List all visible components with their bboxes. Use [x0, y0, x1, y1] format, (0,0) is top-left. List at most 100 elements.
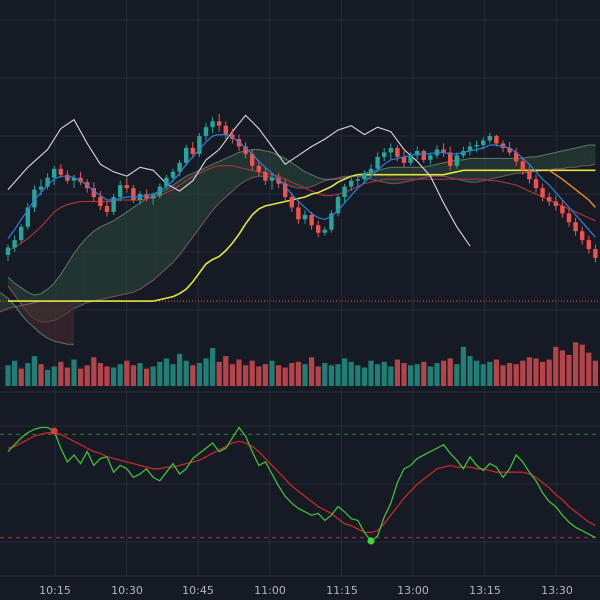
volume-bar[interactable]	[31, 356, 37, 386]
volume-bar[interactable]	[493, 359, 499, 386]
candle-body[interactable]	[250, 153, 255, 166]
volume-bar[interactable]	[12, 360, 18, 386]
candle-body[interactable]	[124, 185, 129, 189]
candle-body[interactable]	[118, 185, 123, 198]
candle-body[interactable]	[540, 188, 545, 198]
volume-bar[interactable]	[368, 360, 374, 386]
candle-body[interactable]	[395, 147, 400, 157]
volume-bar[interactable]	[177, 353, 183, 386]
volume-bar[interactable]	[566, 354, 572, 386]
candle-body[interactable]	[507, 147, 512, 153]
candle-body[interactable]	[38, 186, 44, 190]
volume-bar[interactable]	[520, 360, 526, 386]
candle-body[interactable]	[553, 201, 558, 206]
candle-body[interactable]	[111, 197, 116, 212]
volume-bar[interactable]	[487, 361, 493, 386]
volume-bar[interactable]	[18, 368, 24, 386]
volume-bar[interactable]	[295, 361, 301, 386]
candle-body[interactable]	[494, 136, 499, 144]
candle-body[interactable]	[32, 189, 37, 208]
candle-body[interactable]	[203, 127, 209, 137]
volume-bar[interactable]	[507, 363, 513, 386]
volume-bar[interactable]	[170, 364, 176, 386]
volume-bar[interactable]	[474, 360, 480, 386]
volume-bar[interactable]	[573, 342, 579, 386]
candle-body[interactable]	[500, 143, 506, 148]
candle-body[interactable]	[197, 136, 202, 154]
candle-body[interactable]	[514, 152, 519, 162]
candle-body[interactable]	[5, 247, 11, 255]
volume-bar[interactable]	[302, 364, 308, 386]
candle-body[interactable]	[309, 214, 314, 226]
candle-body[interactable]	[421, 150, 426, 160]
volume-bar[interactable]	[71, 359, 77, 386]
volume-bar[interactable]	[78, 368, 84, 386]
volume-bar[interactable]	[342, 358, 348, 386]
volume-bar[interactable]	[381, 361, 387, 386]
volume-bar[interactable]	[163, 358, 169, 386]
candle-body[interactable]	[461, 150, 466, 156]
candle-body[interactable]	[230, 134, 235, 140]
osc-high-marker[interactable]	[50, 427, 58, 435]
volume-bar[interactable]	[249, 360, 255, 386]
candle-body[interactable]	[52, 168, 57, 178]
volume-bar[interactable]	[64, 367, 70, 386]
candle-body[interactable]	[342, 186, 347, 198]
volume-bar[interactable]	[104, 366, 110, 386]
volume-bar[interactable]	[210, 348, 216, 386]
candle-body[interactable]	[65, 174, 70, 181]
candle-body[interactable]	[329, 213, 334, 230]
candle-body[interactable]	[243, 146, 248, 154]
candle-body[interactable]	[170, 171, 176, 178]
volume-bar[interactable]	[111, 367, 117, 386]
volume-bar[interactable]	[150, 366, 156, 386]
volume-bar[interactable]	[5, 365, 11, 386]
volume-bar[interactable]	[124, 360, 130, 386]
candle-body[interactable]	[448, 152, 453, 166]
volume-bar[interactable]	[460, 346, 466, 386]
volume-bar[interactable]	[579, 344, 585, 386]
candle-body[interactable]	[58, 168, 63, 175]
volume-bar[interactable]	[117, 364, 123, 386]
volume-bar[interactable]	[256, 366, 262, 386]
candle-body[interactable]	[131, 188, 136, 200]
candle-body[interactable]	[375, 156, 380, 169]
candle-body[interactable]	[362, 173, 367, 180]
candle-body[interactable]	[566, 213, 572, 223]
volume-bar[interactable]	[196, 363, 202, 386]
volume-bar[interactable]	[355, 365, 361, 386]
candle-body[interactable]	[593, 249, 598, 258]
candle-body[interactable]	[560, 205, 565, 214]
candle-body[interactable]	[474, 145, 479, 147]
volume-bar[interactable]	[335, 364, 341, 386]
candles[interactable]	[5, 113, 598, 263]
volume-bar[interactable]	[38, 364, 44, 386]
candle-body[interactable]	[296, 207, 301, 220]
volume-bar[interactable]	[540, 361, 546, 386]
volume-bar[interactable]	[500, 365, 506, 386]
volume-bar[interactable]	[276, 365, 282, 386]
candle-body[interactable]	[71, 177, 77, 181]
volume-bar[interactable]	[533, 358, 539, 386]
oscillator-panel[interactable]	[0, 426, 600, 545]
volume-bar[interactable]	[51, 366, 57, 386]
candle-body[interactable]	[190, 147, 195, 154]
candle-body[interactable]	[547, 197, 552, 202]
candle-body[interactable]	[428, 155, 433, 160]
volume-bar[interactable]	[262, 364, 268, 386]
volume-bar[interactable]	[427, 366, 433, 386]
candle-body[interactable]	[12, 240, 17, 248]
volume-bar[interactable]	[586, 352, 592, 386]
volume-bar[interactable]	[408, 365, 414, 386]
candle-body[interactable]	[382, 152, 387, 157]
volume-bar[interactable]	[447, 358, 453, 386]
candle-body[interactable]	[91, 188, 96, 198]
volume-bar[interactable]	[229, 364, 235, 386]
volume-bar[interactable]	[414, 364, 420, 386]
candle-body[interactable]	[78, 177, 83, 183]
volume-bar[interactable]	[592, 360, 598, 386]
volume-bar[interactable]	[421, 361, 427, 386]
candle-body[interactable]	[104, 205, 110, 212]
candle-body[interactable]	[573, 222, 578, 232]
